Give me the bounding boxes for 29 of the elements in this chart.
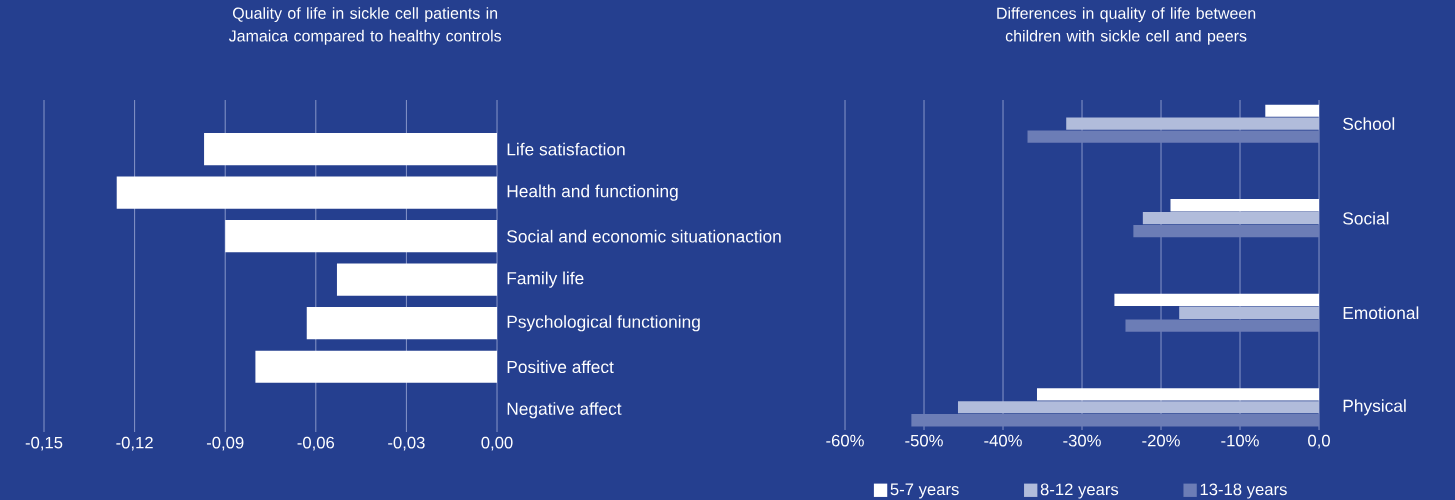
x-tick-label: 0,00: [481, 436, 513, 451]
y-tick-label: Positive affect: [507, 360, 614, 374]
x-tick-label: -0,12: [116, 436, 153, 451]
y-tick-label: Physical: [1343, 399, 1406, 416]
y-tick-label: Health and functioning: [507, 184, 678, 201]
y-tick-label: Negative affect: [507, 402, 622, 419]
y-tick-label: Psychological functioning: [507, 315, 700, 332]
x-tick-label: -0,06: [297, 436, 335, 451]
y-tick-label: Life satisfaction: [507, 142, 625, 156]
x-tick-label: -60%: [826, 434, 864, 447]
legend-label: 8-12 years: [1040, 483, 1119, 499]
x-tick-label: -20%: [1142, 434, 1180, 447]
y-tick-label: School: [1343, 117, 1395, 130]
x-tick-label: 0,0: [1308, 434, 1330, 449]
x-tick-label: -0,09: [206, 436, 244, 451]
x-tick-label: -50%: [905, 434, 943, 447]
x-tick-label: -10%: [1221, 434, 1259, 447]
y-tick-label: Family life: [507, 271, 584, 288]
x-tick-label: -30%: [1063, 434, 1101, 447]
legend-label: 13-18 years: [1200, 483, 1287, 499]
y-tick-label: Social and economic situationaction: [507, 229, 781, 243]
x-tick-label: -40%: [984, 434, 1022, 447]
y-tick-label: Emotional: [1343, 306, 1419, 320]
chart-title: Quality of life in sickle cell patients in Jamaica compared to healthy controls: [228, 7, 502, 45]
legend-label: 5-7 years: [890, 483, 959, 499]
x-tick-label: -0,15: [25, 436, 63, 451]
x-tick-label: -0,03: [388, 436, 425, 451]
y-tick-label: Social: [1343, 211, 1389, 225]
chart-title: Differences in quality of life between children with sickle cell and peers: [997, 7, 1256, 45]
